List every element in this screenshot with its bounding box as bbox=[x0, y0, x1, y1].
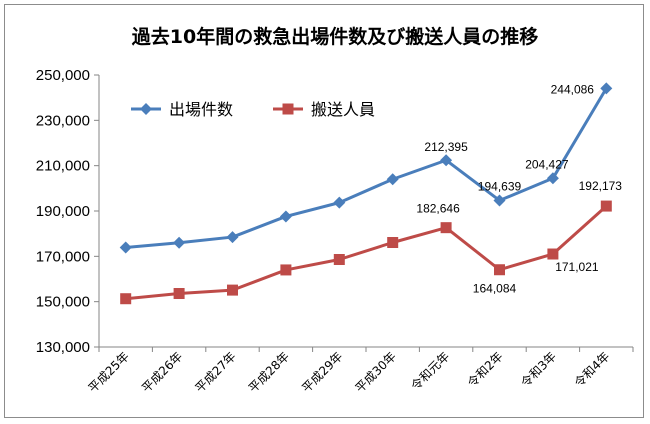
data-label: 204,427 bbox=[525, 157, 569, 171]
y-tick-label: 210,000 bbox=[36, 158, 90, 175]
data-point bbox=[226, 231, 239, 244]
series-line-1 bbox=[125, 204, 608, 301]
data-point bbox=[279, 210, 292, 223]
data-point bbox=[440, 222, 452, 234]
chart-title: 過去10年間の救急出場件数及び搬送人員の推移 bbox=[132, 25, 538, 48]
data-point bbox=[547, 248, 559, 260]
x-tick-label: 令和4年 bbox=[571, 349, 612, 390]
legend: 出場件数 搬送人員 bbox=[131, 100, 375, 119]
data-label: 171,021 bbox=[555, 260, 599, 274]
data-point bbox=[280, 264, 292, 276]
legend-marker-0 bbox=[140, 103, 152, 115]
data-point bbox=[119, 241, 132, 254]
x-tick-label: 平成27年 bbox=[192, 349, 238, 395]
data-point bbox=[333, 196, 346, 209]
data-point bbox=[546, 172, 559, 185]
y-tick-label: 230,000 bbox=[36, 112, 90, 129]
data-point bbox=[333, 254, 345, 266]
legend-marker-1 bbox=[282, 103, 294, 115]
x-tick-label: 平成30年 bbox=[353, 349, 399, 395]
chart-svg: 過去10年間の救急出場件数及び搬送人員の推移 130,000 150,000 170… bbox=[36, 25, 634, 395]
chart-frame: 過去10年間の救急出場件数及び搬送人員の推移 130,000 150,000 170… bbox=[4, 4, 644, 418]
legend-label-0: 出場件数 bbox=[169, 100, 233, 119]
data-point bbox=[440, 154, 453, 167]
data-point bbox=[493, 194, 506, 207]
x-tick-label: 平成26年 bbox=[139, 349, 185, 395]
x-tick-label: 令和2年 bbox=[464, 349, 505, 390]
data-point bbox=[386, 173, 399, 186]
data-point bbox=[173, 288, 185, 300]
data-point bbox=[494, 264, 505, 276]
y-tick-label: 130,000 bbox=[36, 339, 90, 356]
x-tick-label: 令和3年 bbox=[518, 349, 559, 390]
data-label: 164,084 bbox=[473, 282, 517, 296]
data-point bbox=[387, 237, 399, 249]
data-point bbox=[173, 236, 186, 249]
y-tick-label: 250,000 bbox=[36, 67, 90, 84]
data-point bbox=[227, 284, 238, 296]
data-point bbox=[600, 82, 613, 95]
x-tick-label: 平成28年 bbox=[246, 349, 292, 395]
data-point bbox=[600, 200, 612, 212]
data-label: 182,646 bbox=[416, 202, 460, 216]
y-tick-label: 190,000 bbox=[36, 203, 90, 220]
y-tick-label: 170,000 bbox=[36, 248, 90, 265]
y-tick-label: 150,000 bbox=[36, 294, 90, 311]
data-label: 192,173 bbox=[579, 179, 623, 193]
data-label: 212,395 bbox=[424, 140, 468, 154]
x-tick-label: 平成29年 bbox=[299, 349, 345, 395]
x-tick-label: 令和元年 bbox=[408, 349, 453, 394]
x-tick-label: 平成25年 bbox=[86, 349, 132, 395]
data-label: 194,639 bbox=[478, 179, 522, 193]
data-point bbox=[120, 293, 132, 305]
series-line-0 bbox=[125, 87, 608, 249]
data-label: 244,086 bbox=[551, 82, 595, 96]
legend-label-1: 搬送人員 bbox=[311, 100, 375, 119]
